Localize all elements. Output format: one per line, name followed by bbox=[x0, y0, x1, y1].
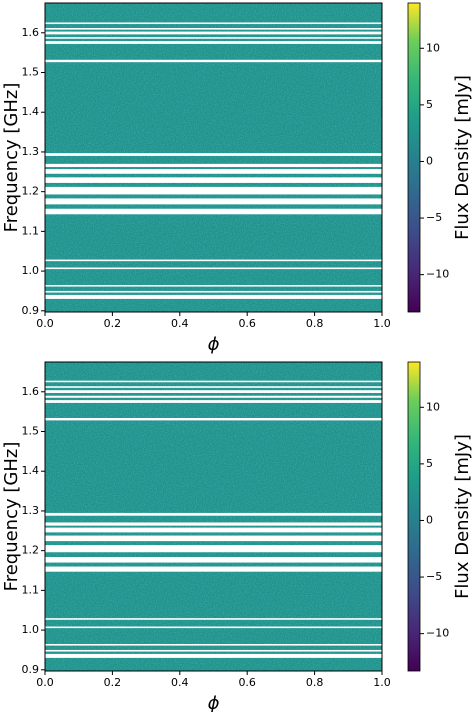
masked-band bbox=[45, 522, 382, 526]
masked-band bbox=[45, 169, 382, 174]
y-tick-label: 1.5 bbox=[22, 425, 40, 438]
colorbar-label: Flux Density [mJy] bbox=[452, 75, 473, 240]
x-tick-label: 0.6 bbox=[238, 676, 256, 689]
y-tick-label: 1.3 bbox=[22, 504, 40, 517]
masked-band bbox=[45, 618, 382, 620]
colorbar-tick-label: −10 bbox=[426, 627, 449, 640]
y-tick-label: 0.9 bbox=[22, 304, 40, 317]
masked-band bbox=[45, 545, 382, 553]
masked-band bbox=[45, 198, 382, 205]
colorbar-tick-label: −5 bbox=[426, 211, 442, 224]
colorbar-tick-label: 10 bbox=[426, 400, 440, 413]
masked-band bbox=[45, 163, 382, 168]
y-axis-label: Frequency [GHz] bbox=[1, 83, 22, 233]
x-tick-label: 0.4 bbox=[171, 676, 189, 689]
masked-band bbox=[45, 267, 382, 270]
masked-band bbox=[45, 626, 382, 629]
masked-band bbox=[45, 290, 382, 293]
colorbar-tick-label: −10 bbox=[426, 268, 449, 281]
masked-band bbox=[45, 395, 382, 398]
colorbar-tick-label: 10 bbox=[426, 41, 440, 54]
masked-band bbox=[45, 59, 382, 63]
y-tick-label: 1.1 bbox=[22, 583, 40, 596]
masked-band bbox=[45, 566, 382, 572]
x-axis-label: ϕ bbox=[208, 334, 220, 355]
colorbar-tick-label: −5 bbox=[426, 570, 442, 583]
masked-band bbox=[45, 418, 382, 421]
y-tick-label: 1.5 bbox=[22, 66, 40, 79]
masked-band bbox=[45, 390, 382, 393]
y-tick-label: 1.4 bbox=[22, 105, 40, 118]
masked-band bbox=[45, 527, 382, 533]
colorbar-tick-label: 5 bbox=[426, 457, 433, 470]
y-tick-label: 1.1 bbox=[22, 224, 40, 237]
colorbar-tick-label: 0 bbox=[426, 513, 433, 526]
colorbar bbox=[407, 2, 421, 313]
masked-band bbox=[45, 380, 382, 383]
x-tick-label: 0.8 bbox=[306, 676, 324, 689]
plot-frame bbox=[44, 2, 383, 313]
colorbar-label: Flux Density [mJy] bbox=[452, 434, 473, 599]
y-tick-label: 1.6 bbox=[22, 385, 40, 398]
masked-band bbox=[45, 259, 382, 262]
masked-band bbox=[45, 208, 382, 215]
masked-band bbox=[45, 284, 382, 287]
y-tick-label: 1.4 bbox=[22, 464, 40, 477]
x-tick-label: 0.8 bbox=[306, 317, 324, 330]
y-tick-label: 1.0 bbox=[22, 623, 40, 636]
masked-band bbox=[45, 28, 382, 30]
colorbar bbox=[407, 361, 421, 672]
x-tick-label: 1.0 bbox=[373, 676, 391, 689]
y-tick-label: 1.2 bbox=[22, 544, 40, 557]
masked-band bbox=[45, 22, 382, 25]
colorbar-tick-label: 0 bbox=[426, 154, 433, 167]
masked-band bbox=[45, 653, 382, 658]
y-axis-label: Frequency [GHz] bbox=[1, 442, 22, 592]
masked-band bbox=[45, 37, 382, 39]
heatmap-noise bbox=[45, 3, 382, 312]
plot-frame bbox=[44, 361, 383, 672]
y-tick-label: 0.9 bbox=[22, 663, 40, 676]
masked-band bbox=[45, 177, 382, 183]
x-tick-label: 0.4 bbox=[171, 317, 189, 330]
x-tick-label: 0.2 bbox=[104, 317, 122, 330]
y-tick-label: 1.2 bbox=[22, 185, 40, 198]
masked-band bbox=[45, 535, 382, 542]
masked-band bbox=[45, 153, 382, 156]
x-tick-label: 0.0 bbox=[36, 676, 54, 689]
masked-band bbox=[45, 294, 382, 299]
masked-band bbox=[45, 512, 382, 516]
x-tick-label: 0.0 bbox=[36, 317, 54, 330]
colorbar-tick-label: 5 bbox=[426, 98, 433, 111]
y-tick-label: 1.6 bbox=[22, 26, 40, 39]
masked-band bbox=[45, 31, 382, 35]
x-axis-label: ϕ bbox=[208, 693, 220, 712]
masked-band bbox=[45, 643, 382, 646]
x-tick-label: 0.2 bbox=[104, 676, 122, 689]
masked-band bbox=[45, 400, 382, 403]
y-tick-label: 1.0 bbox=[22, 264, 40, 277]
masked-band bbox=[45, 649, 382, 652]
masked-band bbox=[45, 557, 382, 563]
masked-band bbox=[45, 386, 382, 388]
masked-band bbox=[45, 186, 382, 195]
masked-band bbox=[45, 41, 382, 44]
x-tick-label: 1.0 bbox=[373, 317, 391, 330]
heatmap-noise bbox=[45, 362, 382, 671]
y-tick-label: 1.3 bbox=[22, 145, 40, 158]
x-tick-label: 0.6 bbox=[238, 317, 256, 330]
